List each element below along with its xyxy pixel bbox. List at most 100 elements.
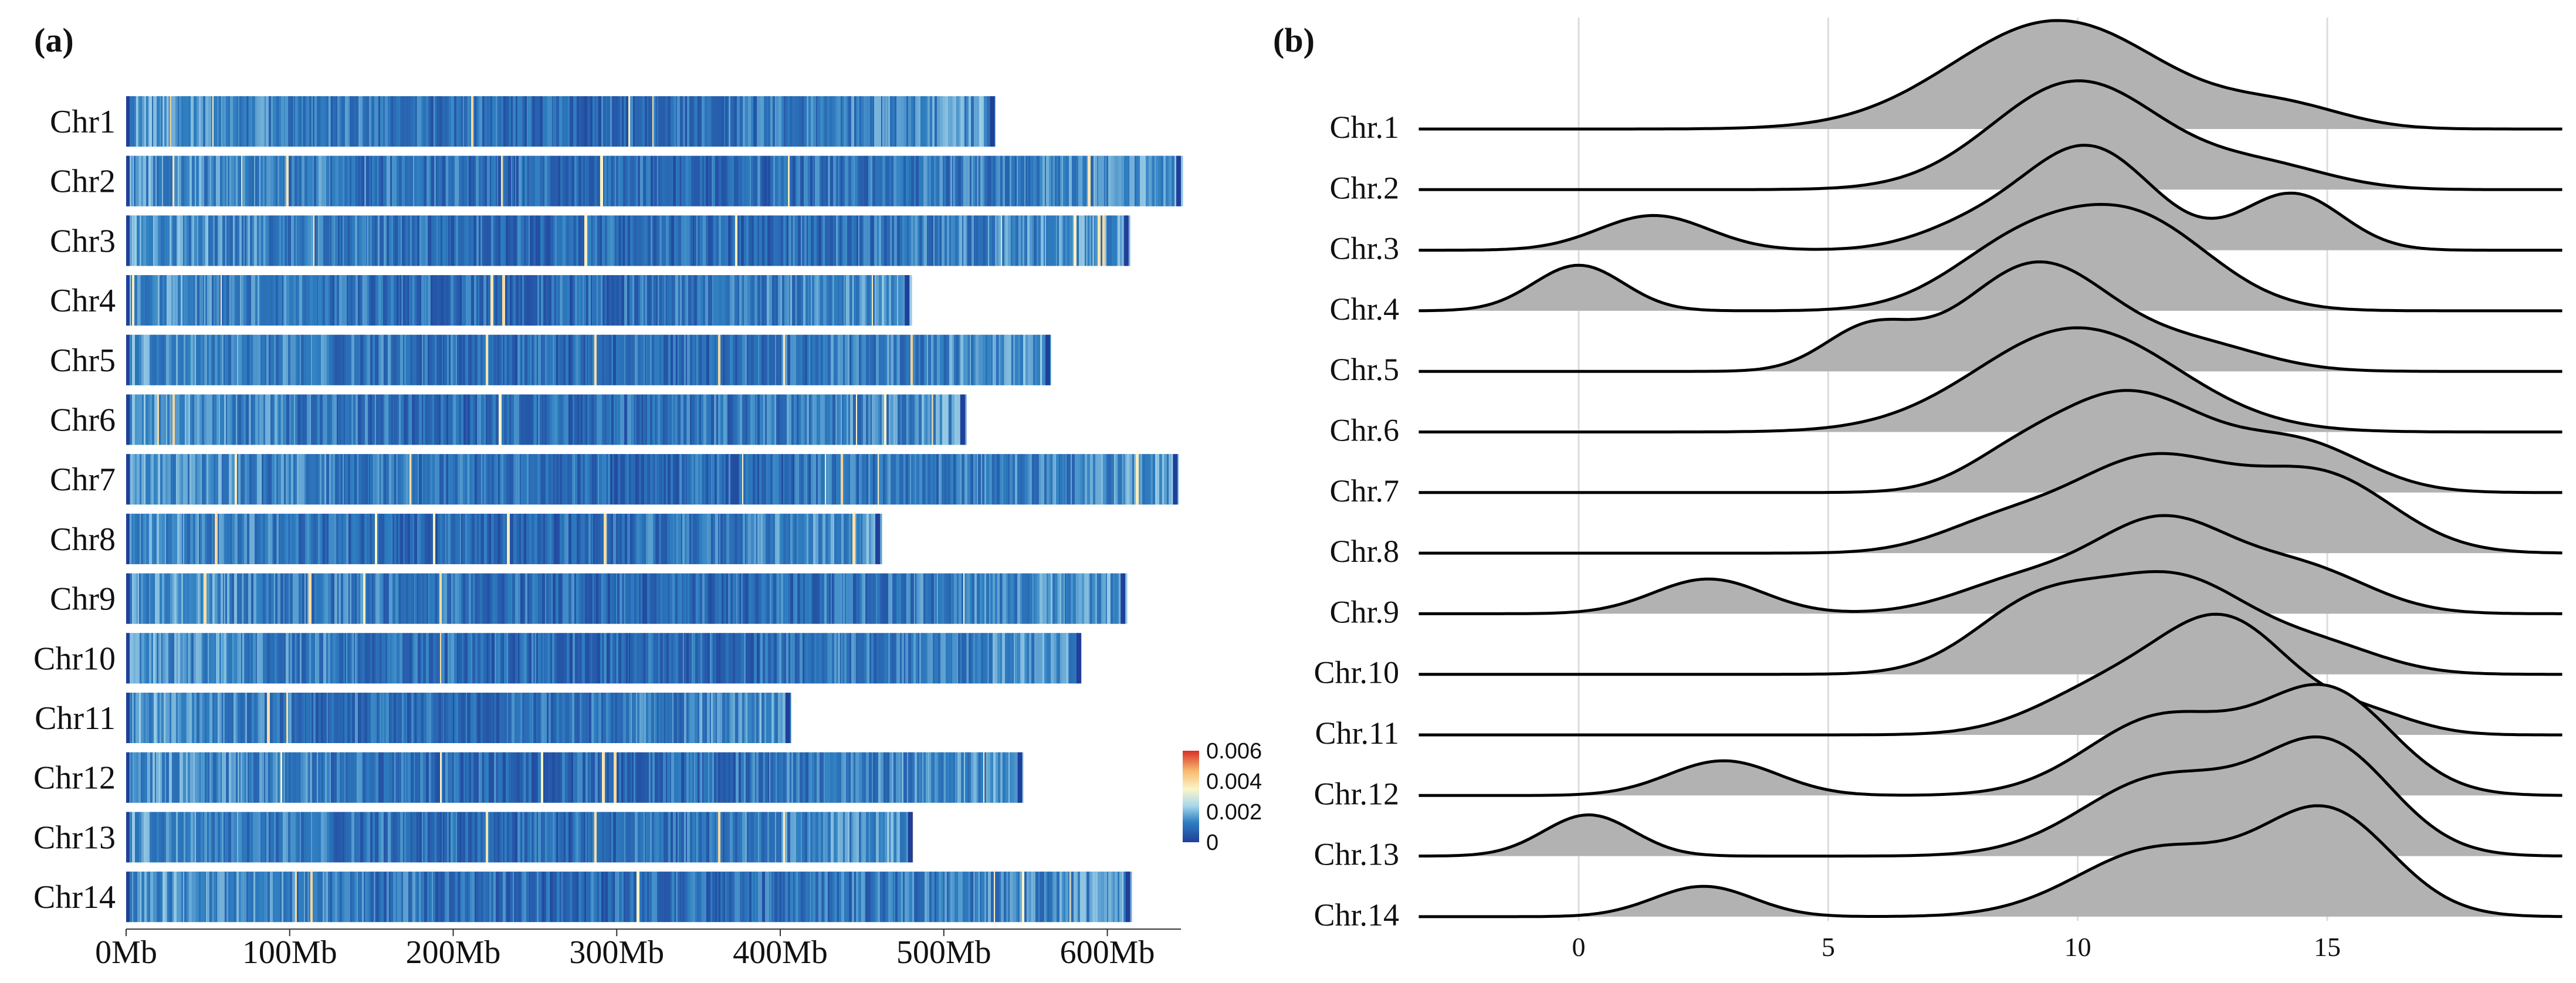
chromosome-density-band [126, 215, 1130, 266]
ridge-label: Chr.1 [1329, 110, 1399, 145]
chromosome-density-band [126, 693, 791, 743]
ridge-density-line [1419, 735, 2563, 858]
x-tick-label: 5 [1822, 932, 1835, 962]
x-tick-label: 400Mb [733, 934, 828, 971]
chromosome-label: Chr6 [50, 402, 116, 439]
x-tick-label: 0 [1572, 932, 1586, 962]
ridge-density-line [1419, 203, 2563, 313]
panel-b-label: (b) [1273, 21, 1315, 59]
ridge-density-fill [1419, 453, 2563, 554]
chromosome-label: Chr3 [50, 223, 116, 259]
ridge-density-line [1419, 612, 2563, 737]
x-tick-label: 600Mb [1060, 934, 1155, 971]
chromosome-row: Chr13 [33, 812, 913, 863]
ridge-density-line [1419, 326, 2563, 433]
legend-tick-label: 0.004 [1206, 770, 1262, 794]
ridge-label: Chr.9 [1329, 594, 1399, 629]
ridge-density-line [1419, 570, 2563, 676]
chromosome-label: Chr11 [35, 700, 116, 737]
x-tick-label: 500Mb [896, 934, 991, 971]
ridge-label: Chr.13 [1314, 837, 1399, 872]
color-scale-legend: 0.006 0.004 0.002 0 [1183, 739, 1262, 855]
x-tick-label: 300Mb [569, 934, 664, 971]
ridge-density-line [1419, 19, 2563, 131]
ridge-density-line [1419, 389, 2563, 494]
ridge-density-fill [1419, 204, 2563, 311]
ridge-density-fill [1419, 516, 2563, 614]
panel-b-ridgeline-plot: (b) Chr.1 Chr.2 Chr.3 Chr.4 Chr.5 Chr.6 Chr.7 C… [1273, 18, 2563, 962]
ridge-density-fill [1419, 21, 2563, 129]
chromosome-row: Chr6 [50, 394, 967, 445]
ridge-density-fill [1419, 327, 2563, 432]
ridge-label: Chr.8 [1329, 534, 1399, 569]
chromosome-density-band [126, 155, 1183, 206]
chromosome-row: Chr12 [33, 752, 1024, 803]
x-tick-label: 10 [2064, 932, 2091, 962]
panel-a-label: (a) [34, 21, 74, 59]
chromosome-density-band [126, 454, 1179, 505]
ridge-label: Chr.4 [1329, 291, 1399, 327]
chromosome-label: Chr1 [50, 104, 116, 140]
ridge-density-line [1419, 144, 2563, 252]
x-tick-label: 100Mb [242, 934, 337, 971]
chromosome-density-band [126, 275, 912, 326]
ridge-label: Chr.10 [1314, 655, 1399, 690]
ridge-label: Chr.12 [1314, 776, 1399, 811]
chromosome-label: Chr13 [33, 819, 116, 856]
chromosome-row: Chr7 [50, 454, 1179, 505]
ridge-density-line [1419, 260, 2563, 373]
x-tick-label: 0Mb [95, 934, 157, 971]
chromosome-density-band [126, 752, 1024, 803]
ridge-series: Chr.9 [1329, 514, 2563, 629]
ridge-label: Chr.3 [1329, 231, 1399, 266]
x-tick-label: 15 [2314, 932, 2341, 962]
ridge-label: Chr.5 [1329, 352, 1399, 387]
color-scale-bar [1183, 751, 1199, 842]
chromosome-label: Chr8 [50, 521, 116, 558]
ridge-label: Chr.2 [1329, 170, 1399, 205]
chromosome-label: Chr10 [33, 640, 116, 677]
chromosome-row: Chr11 [35, 693, 791, 743]
ridge-label: Chr.14 [1314, 897, 1399, 933]
chromosome-label: Chr14 [33, 879, 116, 916]
chromosome-density-band [126, 513, 882, 564]
chromosome-row: Chr1 [50, 96, 996, 147]
ridge-series: Chr.6 [1329, 326, 2563, 448]
ridge-density-fill [1419, 805, 2563, 917]
legend-tick-label: 0.002 [1206, 800, 1262, 825]
chromosome-label: Chr2 [50, 164, 116, 200]
chromosome-row: Chr10 [33, 633, 1082, 684]
chromosome-row: Chr14 [33, 872, 1132, 923]
ridge-series: Chr.1 [1329, 19, 2563, 145]
ridge-density-line [1419, 79, 2563, 191]
chromosome-density-band [126, 96, 996, 147]
ridge-density-line [1419, 514, 2563, 615]
chromosome-row: Chr9 [50, 573, 1128, 624]
chromosome-density-band [126, 394, 967, 445]
ridge-density-line [1419, 683, 2563, 797]
ridge-label: Chr.11 [1315, 716, 1399, 751]
ridge-label: Chr.7 [1329, 473, 1399, 509]
legend-tick-label: 0 [1206, 831, 1218, 855]
chromosome-density-band [126, 812, 913, 863]
chromosome-row: Chr4 [50, 275, 912, 326]
x-tick-label: 200Mb [406, 934, 501, 971]
chromosome-density-band [126, 573, 1128, 624]
chromosome-label: Chr9 [50, 581, 116, 618]
chromosome-density-band [126, 334, 1051, 385]
chromosome-row: Chr8 [50, 513, 882, 564]
ridge-series: Chr.2 [1329, 79, 2563, 205]
chromosome-row: Chr5 [50, 334, 1051, 385]
chromosome-label: Chr7 [50, 462, 116, 498]
ridge-series: Chr.5 [1329, 260, 2563, 387]
ridge-series: Chr.4 [1329, 203, 2563, 327]
ridge-series: Chr.14 [1314, 804, 2563, 933]
chromosome-density-band [126, 872, 1132, 923]
chromosome-label: Chr5 [50, 343, 116, 379]
ridge-label: Chr.6 [1329, 413, 1399, 448]
panel-a-chromosome-heatmap: (a) Chr1 Chr2 Chr3 Chr4 Chr5 Chr6 Chr7 Chr8 Chr9… [33, 21, 1262, 971]
ridge-series: Chr.3 [1329, 144, 2563, 266]
ridge-density-fill [1419, 684, 2563, 796]
ridge-density-line [1419, 804, 2563, 918]
